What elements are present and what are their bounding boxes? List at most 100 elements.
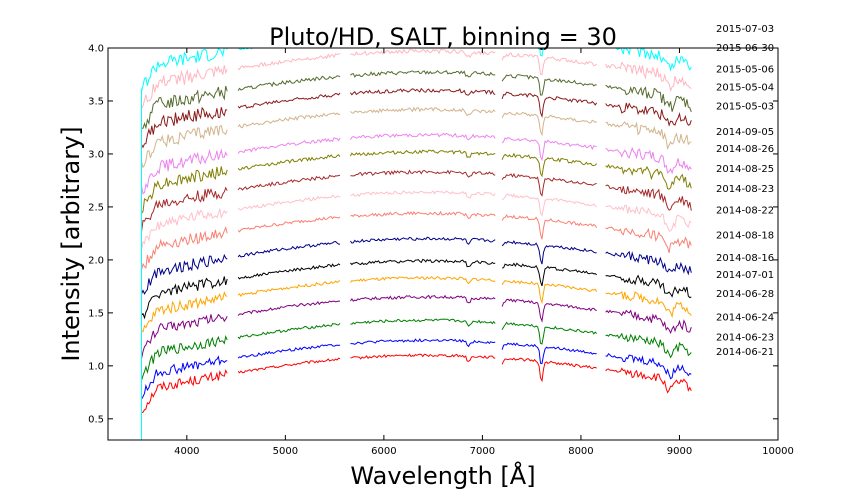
x-tick-label: 7000 (470, 446, 495, 457)
series-label-2015-06-30: 2015-06-30 (716, 43, 774, 54)
series-layer (141, 48, 692, 440)
series-2015-07-03 (141, 48, 692, 440)
plot-frame (107, 47, 779, 441)
series-line-2014-08-22-seg3 (501, 214, 598, 240)
series-line-2014-08-26-seg3 (501, 152, 598, 178)
series-line-2014-09-05-seg1 (237, 137, 341, 154)
x-axis-label: Wavelength [Å] (350, 461, 535, 490)
series-label-2014-08-16: 2014-08-16 (716, 253, 774, 264)
series-line-2014-09-05-seg4 (605, 146, 692, 175)
series-2014-06-21 (141, 353, 692, 440)
series-line-2015-05-04-seg2 (349, 87, 496, 96)
series-line-2014-09-05-seg0 (141, 148, 228, 195)
series-line-2015-05-04-seg3 (501, 91, 598, 119)
series-line-2015-05-06-seg4 (605, 84, 692, 113)
series-line-2014-06-24-seg3 (501, 321, 598, 345)
chart-title: Pluto/HD, SALT, binning = 30 (269, 23, 617, 51)
series-label-2015-07-03: 2015-07-03 (716, 24, 774, 35)
x-tick-label: 8000 (568, 446, 593, 457)
series-2014-08-16 (141, 258, 692, 440)
series-line-2015-05-03-seg0 (141, 124, 228, 169)
series-line-2014-08-16-seg4 (605, 274, 692, 299)
series-line-2015-05-04-seg0 (141, 106, 228, 149)
y-axis-label: Intensity [arbitrary] (57, 126, 85, 361)
series-2014-06-24 (141, 318, 692, 440)
y-tick-label: 3.5 (88, 96, 104, 107)
y-tick-label: 1.0 (88, 361, 104, 372)
series-line-2014-08-18-seg1 (237, 240, 340, 258)
series-line-2014-06-21-seg1 (237, 357, 341, 374)
series-line-2014-08-25-seg0 (141, 186, 228, 232)
series-label-2015-05-03: 2015-05-03 (716, 101, 774, 112)
series-line-2015-06-30-seg4 (605, 61, 692, 93)
series-label-2014-06-23: 2014-06-23 (716, 332, 774, 343)
series-label-2014-08-22: 2014-08-22 (716, 205, 774, 216)
series-line-2015-05-04-seg4 (605, 102, 692, 127)
series-line-2015-05-06-seg1 (237, 75, 341, 92)
series-line-2014-08-25-seg1 (237, 174, 341, 191)
series-line-2014-06-21-seg4 (605, 367, 692, 394)
series-line-2014-08-16-seg1 (237, 263, 341, 280)
series-line-2015-05-06-seg2 (350, 70, 496, 78)
series-line-2015-05-06-seg3 (501, 73, 597, 96)
series-label-2014-09-05: 2014-09-05 (716, 127, 774, 138)
series-line-2015-06-30-seg2 (350, 48, 496, 58)
series-line-2014-07-01-seg0 (141, 290, 228, 333)
y-tick-label: 1.5 (88, 308, 104, 319)
y-tick-label: 3.0 (88, 149, 104, 160)
series-line-2014-06-28-seg2 (349, 294, 496, 304)
series-line-2014-08-22-seg0 (141, 226, 228, 271)
series-line-2014-06-21-seg0 (141, 368, 228, 414)
series-line-2014-06-21-seg2 (350, 353, 496, 362)
series-line-2014-09-05-seg2 (349, 132, 496, 141)
series-line-2014-08-23-seg2 (350, 190, 496, 199)
series-line-2014-06-24-seg0 (141, 334, 228, 381)
series-2014-06-23 (141, 338, 692, 440)
series-line-2014-08-25-seg3 (501, 172, 597, 197)
x-tick-label: 9000 (667, 446, 692, 457)
series-line-2014-06-28-seg3 (501, 298, 597, 323)
series-line-2014-06-23-seg2 (350, 338, 496, 348)
series-2015-05-04 (141, 87, 692, 440)
series-line-2014-08-22-seg4 (605, 226, 692, 254)
series-line-2014-08-18-seg3 (501, 240, 597, 265)
y-tick-label: 4.0 (88, 44, 104, 55)
series-line-2014-08-26-seg0 (141, 166, 228, 214)
series-line-2014-08-18-seg2 (349, 236, 496, 245)
series-label-2014-08-18: 2014-08-18 (716, 231, 774, 242)
series-line-2015-06-30-seg0 (141, 65, 228, 110)
series-line-2015-05-03-seg1 (237, 112, 341, 129)
series-line-2014-06-28-seg1 (237, 300, 341, 316)
series-label-2015-05-04: 2015-05-04 (716, 82, 774, 93)
series-line-2015-05-03-seg2 (350, 106, 496, 117)
series-line-2014-07-01-seg1 (237, 280, 341, 298)
series-line-2014-08-16-seg2 (350, 258, 496, 268)
series-2014-08-22 (141, 210, 692, 440)
series-label-2014-08-25: 2014-08-25 (716, 164, 774, 175)
series-line-2015-07-03-seg4 (605, 48, 692, 72)
series-2014-08-18 (141, 236, 692, 440)
series-line-2014-06-23-seg3 (501, 342, 597, 365)
series-line-2015-05-03-seg4 (605, 121, 692, 151)
series-line-2014-08-26-seg4 (605, 163, 692, 190)
series-line-2014-06-24-seg1 (237, 322, 341, 340)
series-line-2014-08-16-seg3 (502, 262, 598, 287)
y-tick-label: 0.5 (88, 414, 104, 425)
series-label-2015-05-06: 2015-05-06 (716, 64, 774, 75)
series-line-2014-08-25-seg2 (350, 169, 496, 178)
series-line-2015-06-30-seg1 (237, 52, 341, 71)
series-line-2014-08-25-seg4 (605, 184, 692, 211)
series-line-2014-08-18-seg0 (141, 253, 228, 295)
series-2014-08-23 (141, 190, 692, 440)
series-line-2014-08-22-seg2 (350, 210, 496, 220)
series-line-2014-08-23-seg0 (141, 208, 228, 251)
series-line-2014-08-23-seg4 (605, 204, 692, 232)
series-line-2014-09-05-seg3 (501, 137, 597, 162)
series-label-2014-08-23: 2014-08-23 (716, 184, 774, 195)
series-line-2014-07-01-seg3 (501, 279, 598, 305)
y-tick-label: 2.5 (88, 202, 104, 213)
series-label-2014-06-24: 2014-06-24 (716, 312, 774, 323)
series-label-2014-07-01: 2014-07-01 (716, 270, 774, 281)
series-line-2014-08-23-seg1 (237, 194, 341, 211)
axes: 4000 5000 6000 7000 8000 9000 10000 0.5 1.0 1.5 2.… (88, 44, 794, 458)
